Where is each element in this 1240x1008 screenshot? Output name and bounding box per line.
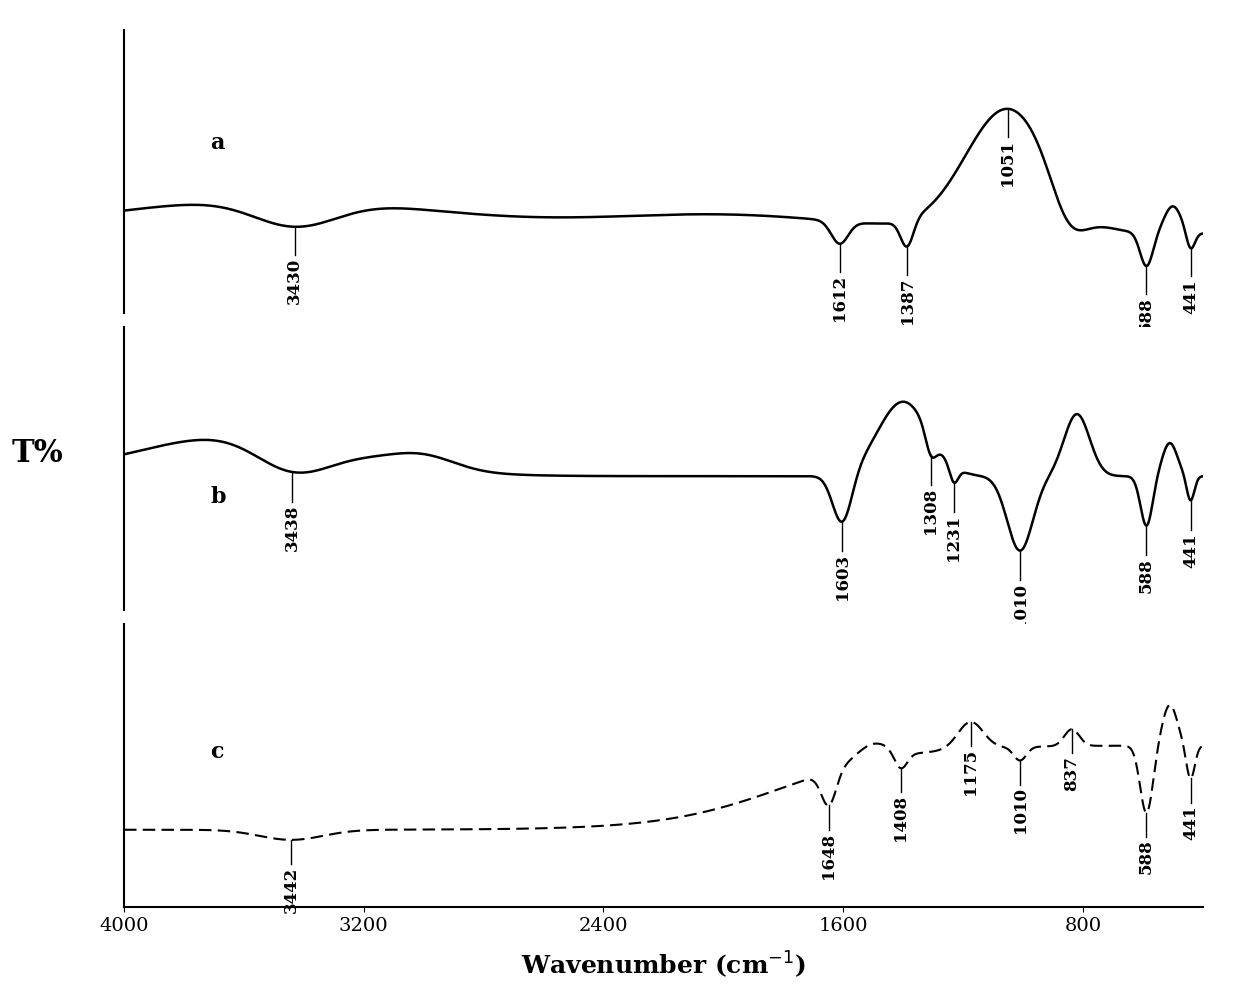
Text: 837: 837 — [1064, 756, 1080, 791]
Text: 1648: 1648 — [821, 833, 837, 879]
Text: b: b — [211, 486, 226, 508]
Text: 588: 588 — [1138, 297, 1154, 333]
Text: 588: 588 — [1138, 558, 1154, 593]
Text: 3430: 3430 — [286, 258, 304, 304]
Text: 1308: 1308 — [923, 488, 939, 534]
Text: 588: 588 — [1138, 840, 1154, 875]
Text: 1010: 1010 — [1012, 787, 1028, 834]
Text: 1603: 1603 — [833, 554, 851, 601]
Text: 1010: 1010 — [1012, 584, 1028, 629]
Text: a: a — [211, 132, 224, 154]
Text: T%: T% — [11, 438, 63, 469]
Text: 1231: 1231 — [945, 515, 962, 561]
Text: 441: 441 — [1182, 533, 1199, 568]
Text: 3442: 3442 — [283, 867, 300, 913]
Text: 441: 441 — [1182, 805, 1199, 840]
Text: 1175: 1175 — [962, 749, 980, 795]
Text: 1612: 1612 — [831, 275, 848, 322]
Text: 441: 441 — [1182, 279, 1199, 314]
Text: c: c — [211, 741, 223, 763]
Text: 1387: 1387 — [899, 278, 915, 325]
Text: 1408: 1408 — [893, 795, 909, 842]
Text: 1051: 1051 — [999, 140, 1017, 186]
Text: 3438: 3438 — [284, 505, 301, 551]
X-axis label: Wavenumber (cm$^{-1}$): Wavenumber (cm$^{-1}$) — [521, 949, 806, 980]
